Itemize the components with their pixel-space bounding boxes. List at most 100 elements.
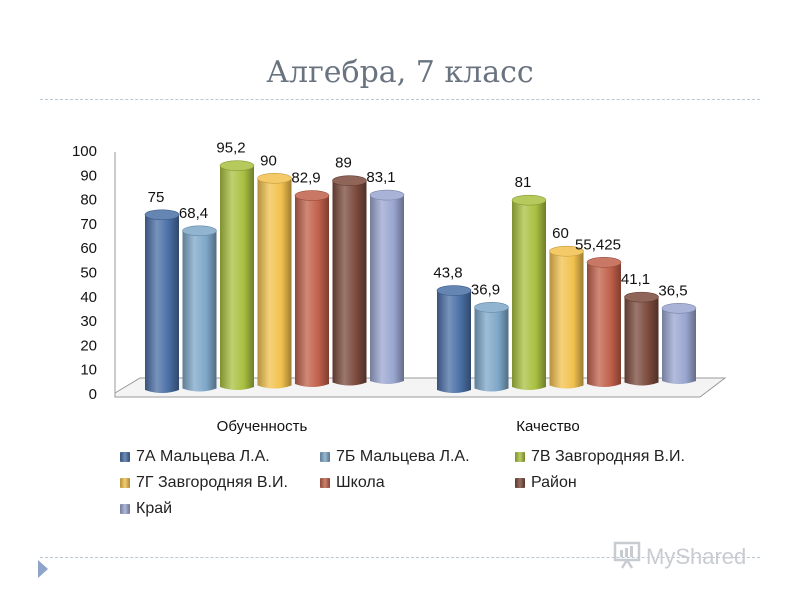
- legend-swatch: [120, 478, 130, 488]
- legend-item: 7А Мальцева Л.А.: [120, 448, 270, 466]
- bar-body: [220, 165, 254, 390]
- legend-swatch: [120, 452, 130, 462]
- bar: [219, 160, 255, 390]
- data-label: 81: [515, 174, 532, 191]
- bars: [144, 160, 697, 393]
- data-label: 41,1: [621, 271, 650, 288]
- data-labels: 75 43,8 68,4 36,9 95,2 81 90 60 82,9 55,425 89 41,1…: [148, 140, 688, 300]
- bar-cap: [436, 285, 472, 296]
- bar-body: [182, 230, 217, 392]
- y-tick-label: 40: [80, 289, 97, 306]
- legend-item: Край: [120, 500, 172, 518]
- data-label: 36,9: [471, 281, 500, 298]
- data-label: 83,1: [366, 169, 395, 186]
- data-label: 60: [552, 225, 569, 242]
- data-label: 43,8: [433, 265, 462, 282]
- watermark-text: MyShared: [646, 544, 747, 569]
- top-divider: [40, 99, 760, 100]
- y-tick-label: 70: [80, 216, 97, 233]
- data-label: 55,425: [575, 236, 621, 253]
- data-label: 95,2: [216, 140, 245, 157]
- bar: [436, 285, 472, 393]
- bar: [624, 291, 659, 386]
- data-label: 75: [148, 189, 165, 206]
- legend-swatch: [515, 452, 525, 462]
- bar: [586, 257, 622, 387]
- legend-item: 7Б Мальцева Л.А.: [320, 448, 470, 466]
- bar: [332, 175, 367, 386]
- legend-label: 7Г Завгородняя В.И.: [136, 474, 288, 491]
- y-tick-label: 60: [80, 240, 97, 257]
- legend-item: 7Г Завгородняя В.И.: [120, 474, 288, 492]
- bar-cap: [294, 190, 330, 201]
- chevron-left-icon[interactable]: [38, 560, 48, 578]
- legend-label: Край: [136, 500, 173, 517]
- bar: [474, 302, 509, 392]
- bar-cap: [257, 173, 292, 184]
- bar: [144, 209, 180, 393]
- bar-body: [474, 307, 509, 392]
- bar-cap: [624, 291, 659, 303]
- bar-cap: [332, 175, 367, 187]
- data-label: 82,9: [291, 170, 320, 187]
- legend-label: 7А Мальцева Л.А.: [136, 448, 270, 465]
- presentation-board-icon: [613, 541, 641, 569]
- bar-chart: 0 10 20 30 40 50 60 70 80 90 100 75 43,8 68,4 36,9 95,…: [72, 140, 727, 435]
- legend-swatch: [515, 478, 525, 488]
- bar-body: [145, 214, 179, 393]
- legend-item: Район: [515, 474, 577, 492]
- legend-item: Школа: [320, 474, 385, 492]
- chart-title: Алгебра, 7 класс: [266, 55, 534, 90]
- bar-cap: [586, 257, 622, 268]
- y-tick-label: 50: [80, 265, 97, 282]
- bar-cap: [549, 245, 584, 257]
- bar-body: [437, 290, 471, 393]
- legend-label: 7В Завгородняя В.И.: [531, 448, 685, 465]
- bar-cap: [182, 225, 217, 237]
- y-tick-label: 20: [80, 337, 97, 354]
- legend-swatch: [120, 504, 130, 514]
- bar-cap: [144, 209, 180, 221]
- legend-label: Школа: [336, 474, 385, 491]
- bar-body: [549, 251, 584, 389]
- y-tick-label: 10: [80, 362, 97, 379]
- legend-label: Район: [531, 474, 577, 491]
- bar: [369, 189, 405, 384]
- bar-body: [624, 297, 659, 386]
- legend-item: 7В Завгородняя В.И.: [515, 448, 685, 466]
- bar-body: [370, 195, 404, 384]
- bar-cap: [474, 302, 509, 313]
- bar-body: [257, 178, 292, 389]
- bar: [511, 194, 547, 390]
- category-label: Обученность: [217, 418, 308, 435]
- bar-body: [662, 308, 696, 384]
- bar-body: [332, 180, 367, 386]
- category-label: Качество: [516, 418, 579, 435]
- y-tick-label: 80: [80, 192, 97, 209]
- bar-body: [587, 262, 621, 387]
- bottom-divider: [40, 557, 760, 558]
- bar-cap: [369, 189, 405, 201]
- bar: [257, 173, 292, 389]
- y-axis: 0 10 20 30 40 50 60 70 80 90 100: [72, 143, 97, 403]
- bar: [182, 225, 217, 392]
- bar-cap: [219, 160, 255, 171]
- bar-body: [295, 195, 329, 387]
- data-label: 90: [260, 152, 277, 169]
- data-label: 36,5: [658, 282, 687, 299]
- bar-cap: [661, 303, 697, 314]
- legend-swatch: [320, 478, 330, 488]
- bar: [549, 245, 584, 389]
- y-tick-label: 90: [80, 167, 97, 184]
- y-tick-label: 100: [72, 143, 97, 160]
- legend-label: 7Б Мальцева Л.А.: [336, 448, 470, 465]
- bar: [661, 303, 697, 384]
- category-labels: Обученность Качество: [217, 418, 580, 435]
- y-tick-label: 30: [80, 313, 97, 330]
- bar-cap: [511, 194, 547, 206]
- data-label: 89: [335, 155, 352, 172]
- bar: [294, 190, 330, 387]
- watermark: MyShared: [612, 540, 762, 576]
- data-label: 68,4: [179, 205, 208, 222]
- bar-body: [512, 200, 546, 390]
